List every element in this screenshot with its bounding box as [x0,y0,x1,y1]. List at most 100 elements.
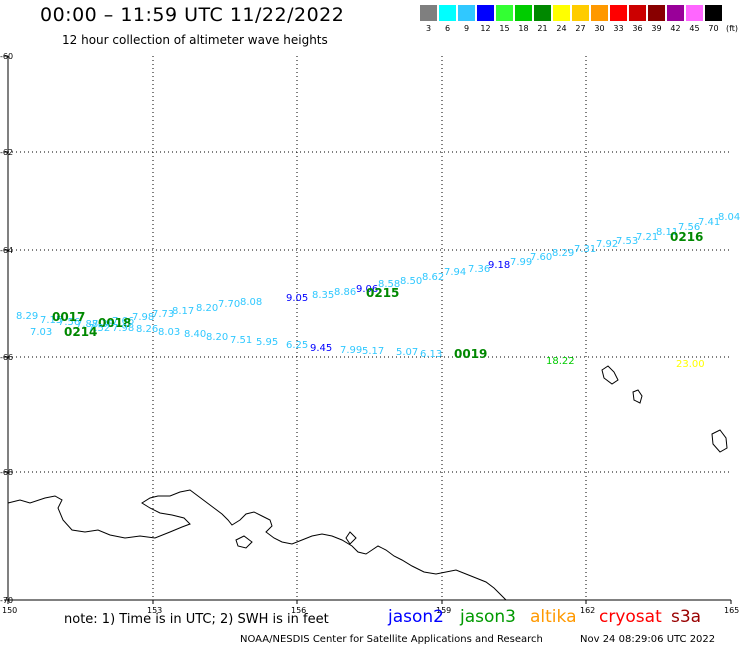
map-grid [8,56,731,600]
footer-note: note: 1) Time is in UTC; 2) SWH is in fe… [64,612,329,627]
scale-label: 21 [537,24,548,33]
wave-height-value: 8.29 [552,248,574,259]
wave-height-value: 7.73 [152,309,174,320]
lon-tick-label: 153 [147,606,162,615]
wave-height-value: 8.08 [240,297,262,308]
wave-height-value: 7.03 [30,327,52,338]
wave-height-value: 8.58 [378,279,400,290]
wave-height-value: 7.52 [88,323,110,334]
wave-height-value: 5.17 [362,346,384,357]
wave-height-value: 6.25 [286,340,308,351]
satellite-jason2: jason2 [388,607,444,627]
scale-unit: (ft) [725,24,739,33]
pass-time-label: 0017 [52,310,85,324]
latitude-ticks: -60-62-64-66-68-70 [0,52,13,605]
map-title: 00:00 – 11:59 UTC 11/22/2022 [40,4,345,26]
scale-swatch [534,5,551,21]
wave-height-value: 8.50 [400,276,422,287]
lower-track: 7.03 7.52 7.98 8.26 8.03 8.40 8.20 7.51 5.95 6.25… [30,323,487,361]
scale-swatch [591,5,608,21]
scale-swatch [439,5,456,21]
scale-swatch [629,5,646,21]
wave-height-value: 8.17 [172,306,194,317]
wave-height-value: 8.29 [16,311,38,322]
wave-height-value: 9.18 [488,260,510,271]
lon-tick-label: 162 [580,606,595,615]
scale-swatch [553,5,570,21]
wave-height-value: 9.45 [310,343,332,354]
scale-label: 24 [556,24,567,33]
wave-height-value: 23.00 [676,359,705,370]
longitude-ticks: 150 153 156 159 162 165 [2,600,739,615]
scale-swatch [667,5,684,21]
scale-swatch [515,5,532,21]
wave-height-value: 5.07 [396,347,418,358]
wave-height-value: 7.56 [58,317,80,328]
wave-height-value: 8.11 [656,227,678,238]
wave-height-value: 7.99 [510,257,532,268]
wave-height-value: 6.13 [420,349,442,360]
pass-time-label: 0215 [366,286,399,300]
scale-swatch [477,5,494,21]
scale-label: 39 [651,24,662,33]
map-frame [7,56,731,601]
wave-height-value: 8.20 [206,332,228,343]
coastline-antarctica [7,489,507,601]
wave-height-value: 8.35 [312,290,334,301]
wave-height-value: 7.92 [596,239,618,250]
coast-islet [235,535,253,549]
scale-label: 30 [594,24,605,33]
scale-swatch [496,5,513,21]
wave-height-value: 7.70 [218,299,240,310]
pass-time-label: 0214 [64,325,97,339]
scale-label: 9 [463,24,470,33]
wave-height-value: 8.86 [334,287,356,298]
wave-height-value: 7.88 [76,319,98,330]
footer-timestamp: Nov 24 08:29:06 UTC 2022 [580,634,716,645]
scale-swatch [648,5,665,21]
wave-height-value: 7.94 [444,267,466,278]
wave-height-value: 5.95 [256,337,278,348]
lon-tick-label: 156 [291,606,306,615]
scale-swatch [458,5,475,21]
scale-label: 33 [613,24,624,33]
wave-height-value: 7.21 [636,232,658,243]
pass-time-label: 0019 [454,347,487,361]
lon-tick-label: 165 [724,606,739,615]
scale-swatch [610,5,627,21]
scale-label: 3 [425,24,432,33]
island-buckle [632,389,643,404]
scale-swatch [686,5,703,21]
wave-height-value: 7.36 [468,264,490,275]
wave-height-value: 7.60 [530,252,552,263]
isolated-values: 18.22 23.00 [546,356,705,370]
pass-time-label: 0216 [670,230,703,244]
wave-height-value: 7.41 [698,217,720,228]
wave-height-value: 18.22 [546,356,575,367]
satellite-jason3: jason3 [460,607,516,627]
wave-height-value: 7.98 [112,323,134,334]
island-sturge [711,429,728,453]
scale-label: 27 [575,24,586,33]
satellite-altika: altika [530,607,577,627]
upper-track: 8.29 7.157.567.887.387.667.987.738.17 8.20… [16,212,740,330]
wave-height-value: 9.06 [356,284,378,295]
wave-height-value: 7.53 [616,236,638,247]
satellite-cryosat: cryosat [599,607,662,627]
scale-label: 18 [518,24,529,33]
scale-label: 45 [689,24,700,33]
wave-height-value: 7.38 [92,319,114,330]
wave-height-value: 8.04 [718,212,740,223]
satellite-s3a: s3a [671,607,702,627]
scale-label: 36 [632,24,643,33]
footer-credit: NOAA/NESDIS Center for Satellite Applica… [240,634,543,645]
lon-tick-label: 159 [436,606,451,615]
wave-height-value: 8.26 [136,324,158,335]
coastline [7,365,728,601]
wave-height-value: 9.05 [286,293,308,304]
coast-islet [345,531,357,545]
island-young [601,365,619,385]
scale-label: 42 [670,24,681,33]
wave-height-value: 7.51 [230,335,252,346]
